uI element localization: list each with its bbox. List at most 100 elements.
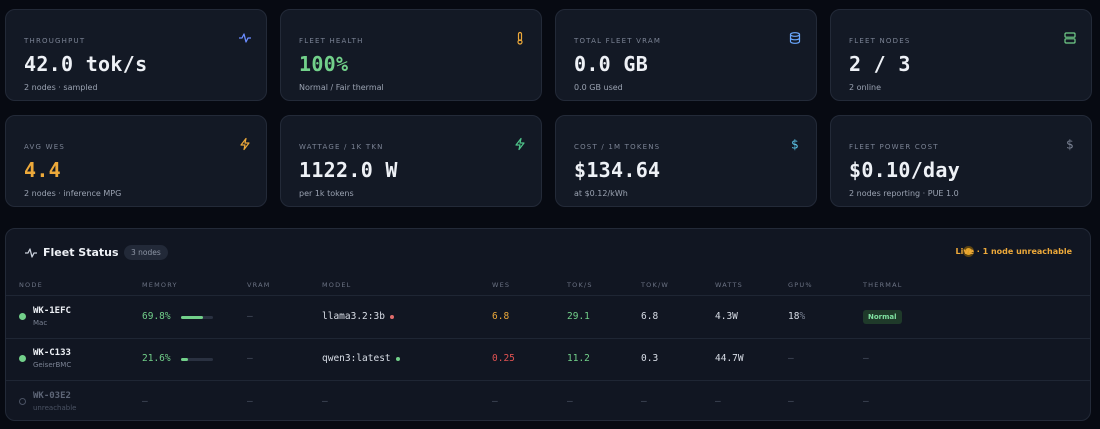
model-status-dot (389, 314, 394, 319)
divider (6, 295, 1090, 296)
model-name: llama3.2:3b (322, 311, 385, 322)
status-online-dot (19, 313, 26, 320)
node-count-badge: 3 nodes (124, 245, 168, 260)
card-label: FLEET POWER COST (849, 143, 939, 151)
zap-icon (515, 137, 525, 151)
fleet-status-panel: Fleet Status 3 nodes Live · 1 node unrea… (5, 228, 1091, 421)
vram-value: — (247, 353, 253, 364)
card-label: THROUGHPUT (24, 37, 86, 45)
tok-s-value: 11.2 (567, 353, 590, 364)
gpu-number: 18 (788, 311, 800, 322)
thermal-badge: Normal (863, 310, 902, 324)
dollar-icon: $ (1066, 138, 1074, 152)
card-value: 42.0 tok/s (24, 52, 148, 76)
model-name: qwen3:latest (322, 353, 391, 364)
activity-icon (239, 33, 251, 43)
memory-value: — (142, 396, 148, 407)
vram-value: — (247, 396, 253, 407)
node-id: WK-03E2 (33, 391, 71, 401)
col-gpu[interactable]: GPU% (788, 281, 813, 289)
node-sub: unreachable (33, 404, 77, 412)
vram-value: — (247, 311, 253, 322)
card-total-vram: TOTAL FLEET VRAM 0.0 GB 0.0 GB used (555, 9, 817, 101)
database-icon (789, 32, 801, 44)
card-sub: Normal / Fair thermal (299, 83, 384, 92)
tok-w-value: 0.3 (641, 353, 659, 364)
svg-text:$: $ (791, 138, 799, 152)
panel-header: Fleet Status 3 nodes Live · 1 node unrea… (6, 229, 1090, 276)
memory-value: 21.6% (142, 353, 171, 364)
activity-icon (25, 248, 37, 258)
wes-value: 0.25 (492, 353, 515, 364)
gpu-value: 18% (788, 311, 805, 322)
memory-value: 69.8% (142, 311, 171, 322)
dollar-icon: $ (791, 138, 799, 152)
node-sub: Mac (33, 319, 48, 327)
live-status-dot (963, 246, 974, 257)
card-sub: per 1k tokens (299, 189, 354, 198)
card-sub: 0.0 GB used (574, 83, 623, 92)
card-sub: at $0.12/kWh (574, 189, 628, 198)
card-value: 1122.0 W (299, 158, 398, 182)
node-id: WK-C133 (33, 348, 71, 358)
svg-text:$: $ (1066, 138, 1074, 152)
col-tok-w[interactable]: TOK/W (641, 281, 669, 289)
card-value: 2 / 3 (849, 52, 911, 76)
card-sub: 2 nodes reporting · PUE 1.0 (849, 189, 959, 198)
card-value: $134.64 (574, 158, 661, 182)
card-value: 100% (299, 52, 349, 76)
thermal-value: — (863, 353, 869, 364)
card-throughput: THROUGHPUT 42.0 tok/s 2 nodes · sampled (5, 9, 267, 101)
memory-bar-fill (181, 358, 188, 361)
card-fleet-nodes: FLEET NODES 2 / 3 2 online (830, 9, 1092, 101)
card-sub: 2 online (849, 83, 882, 92)
card-label: WATTAGE / 1K TKN (299, 143, 384, 151)
model-name: — (322, 396, 328, 407)
card-label: AVG WES (24, 143, 65, 151)
col-tok-s[interactable]: TOK/S (567, 281, 593, 289)
model-cell: qwen3:latest (322, 353, 400, 364)
watts-value: 4.3W (715, 311, 738, 322)
card-label: TOTAL FLEET VRAM (574, 37, 662, 45)
col-memory[interactable]: MEMORY (142, 281, 178, 289)
thermal-value: — (863, 396, 869, 407)
table-row[interactable]: WK-1EFC Mac 69.8% — llama3.2:3b 6.8 29.1… (6, 296, 1090, 338)
node-sub: GeiserBMC (33, 361, 72, 369)
col-wes[interactable]: WES (492, 281, 511, 289)
card-fleet-health: FLEET HEALTH 100% Normal / Fair thermal (280, 9, 542, 101)
wes-value: 6.8 (492, 311, 510, 322)
model-status-dot (395, 356, 400, 361)
card-power-cost: FLEET POWER COST $ $0.10/day 2 nodes rep… (830, 115, 1092, 207)
memory-bar-fill (181, 316, 204, 319)
card-value: 4.4 (24, 158, 62, 182)
wes-value: — (492, 396, 498, 407)
col-watts[interactable]: WATTS (715, 281, 743, 289)
col-node[interactable]: NODE (19, 281, 43, 289)
server-icon (1064, 32, 1076, 44)
table-row[interactable]: WK-03E2 unreachable — — — — — — — — — (6, 381, 1090, 420)
memory-bar (181, 358, 213, 361)
card-value: 0.0 GB (574, 52, 649, 76)
divider (6, 380, 1090, 381)
memory-bar (181, 316, 213, 319)
table-row[interactable]: WK-C133 GeiserBMC 21.6% — qwen3:latest 0… (6, 339, 1090, 381)
tok-s-value: — (567, 396, 573, 407)
gpu-value: — (788, 353, 794, 364)
status-online-dot (19, 355, 26, 362)
live-status-text: Live · 1 node unreachable (955, 247, 1072, 256)
divider (6, 338, 1090, 339)
col-model[interactable]: MODEL (322, 281, 352, 289)
model-cell: llama3.2:3b (322, 311, 394, 322)
watts-value: — (715, 396, 721, 407)
col-vram[interactable]: VRAM (247, 281, 271, 289)
col-thermal[interactable]: THERMAL (863, 281, 903, 289)
watts-value: 44.7W (715, 353, 744, 364)
node-id: WK-1EFC (33, 306, 71, 316)
gpu-value: — (788, 396, 794, 407)
gpu-unit: % (799, 311, 806, 322)
card-sub: 2 nodes · inference MPG (24, 189, 122, 198)
card-label: FLEET HEALTH (299, 37, 364, 45)
card-sub: 2 nodes · sampled (24, 83, 98, 92)
panel-title: Fleet Status (43, 246, 119, 259)
card-label: FLEET NODES (849, 37, 911, 45)
